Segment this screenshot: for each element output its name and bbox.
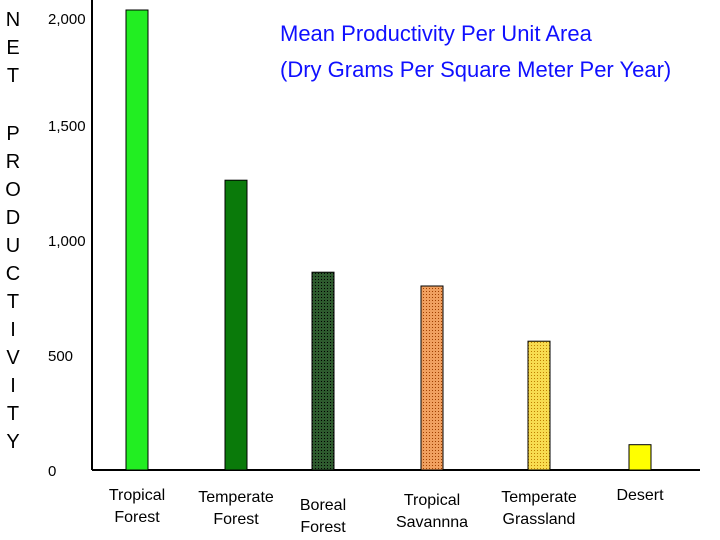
bar bbox=[311, 271, 335, 471]
x-tick-label: Boreal bbox=[300, 497, 346, 514]
y-axis-label-letter: Y bbox=[6, 431, 20, 453]
y-axis-label-letter: I bbox=[10, 375, 16, 397]
x-tick-label: Tropical bbox=[404, 492, 460, 509]
y-tick-label: 1,500 bbox=[48, 118, 86, 135]
y-tick-label: 500 bbox=[48, 348, 73, 365]
y-tick-label: 0 bbox=[48, 463, 56, 480]
x-tick-label: Temperate bbox=[198, 489, 274, 506]
x-tick-label: Grassland bbox=[503, 511, 576, 528]
y-axis-label-letter: I bbox=[10, 319, 16, 341]
y-tick-label: 2,000 bbox=[48, 11, 86, 28]
y-axis-label-letter: U bbox=[5, 235, 21, 257]
y-axis-label-letter: R bbox=[5, 151, 21, 173]
x-tick-label: Forest bbox=[300, 519, 346, 536]
y-axis-label-letter: P bbox=[6, 123, 20, 145]
y-axis-label-letter: T bbox=[6, 65, 20, 87]
x-tick-label: Desert bbox=[616, 487, 664, 504]
x-tick-label: Savannna bbox=[396, 514, 468, 531]
x-tick-label: Tropical bbox=[109, 487, 165, 504]
y-axis-label-letter: D bbox=[5, 207, 21, 229]
y-axis-label-letter: N bbox=[5, 9, 21, 31]
bar bbox=[420, 285, 444, 471]
x-tick-label: Forest bbox=[213, 511, 259, 528]
chart-title: Mean Productivity Per Unit Area bbox=[280, 21, 592, 46]
y-axis-label-letter: C bbox=[5, 263, 21, 285]
y-axis-label-letter: E bbox=[6, 37, 20, 59]
bar bbox=[628, 444, 652, 471]
y-tick-label: 1,000 bbox=[48, 233, 86, 250]
y-axis-label-letter: O bbox=[5, 179, 21, 201]
x-tick-label: Forest bbox=[114, 509, 160, 526]
y-axis-label-letter: T bbox=[6, 403, 20, 425]
y-axis-label-letter: T bbox=[6, 291, 20, 313]
bar bbox=[527, 340, 551, 471]
bar bbox=[125, 9, 149, 471]
y-axis-label-letter: V bbox=[6, 347, 20, 369]
bar bbox=[224, 179, 248, 471]
chart-subtitle: (Dry Grams Per Square Meter Per Year) bbox=[280, 57, 672, 82]
x-tick-label: Temperate bbox=[501, 489, 577, 506]
